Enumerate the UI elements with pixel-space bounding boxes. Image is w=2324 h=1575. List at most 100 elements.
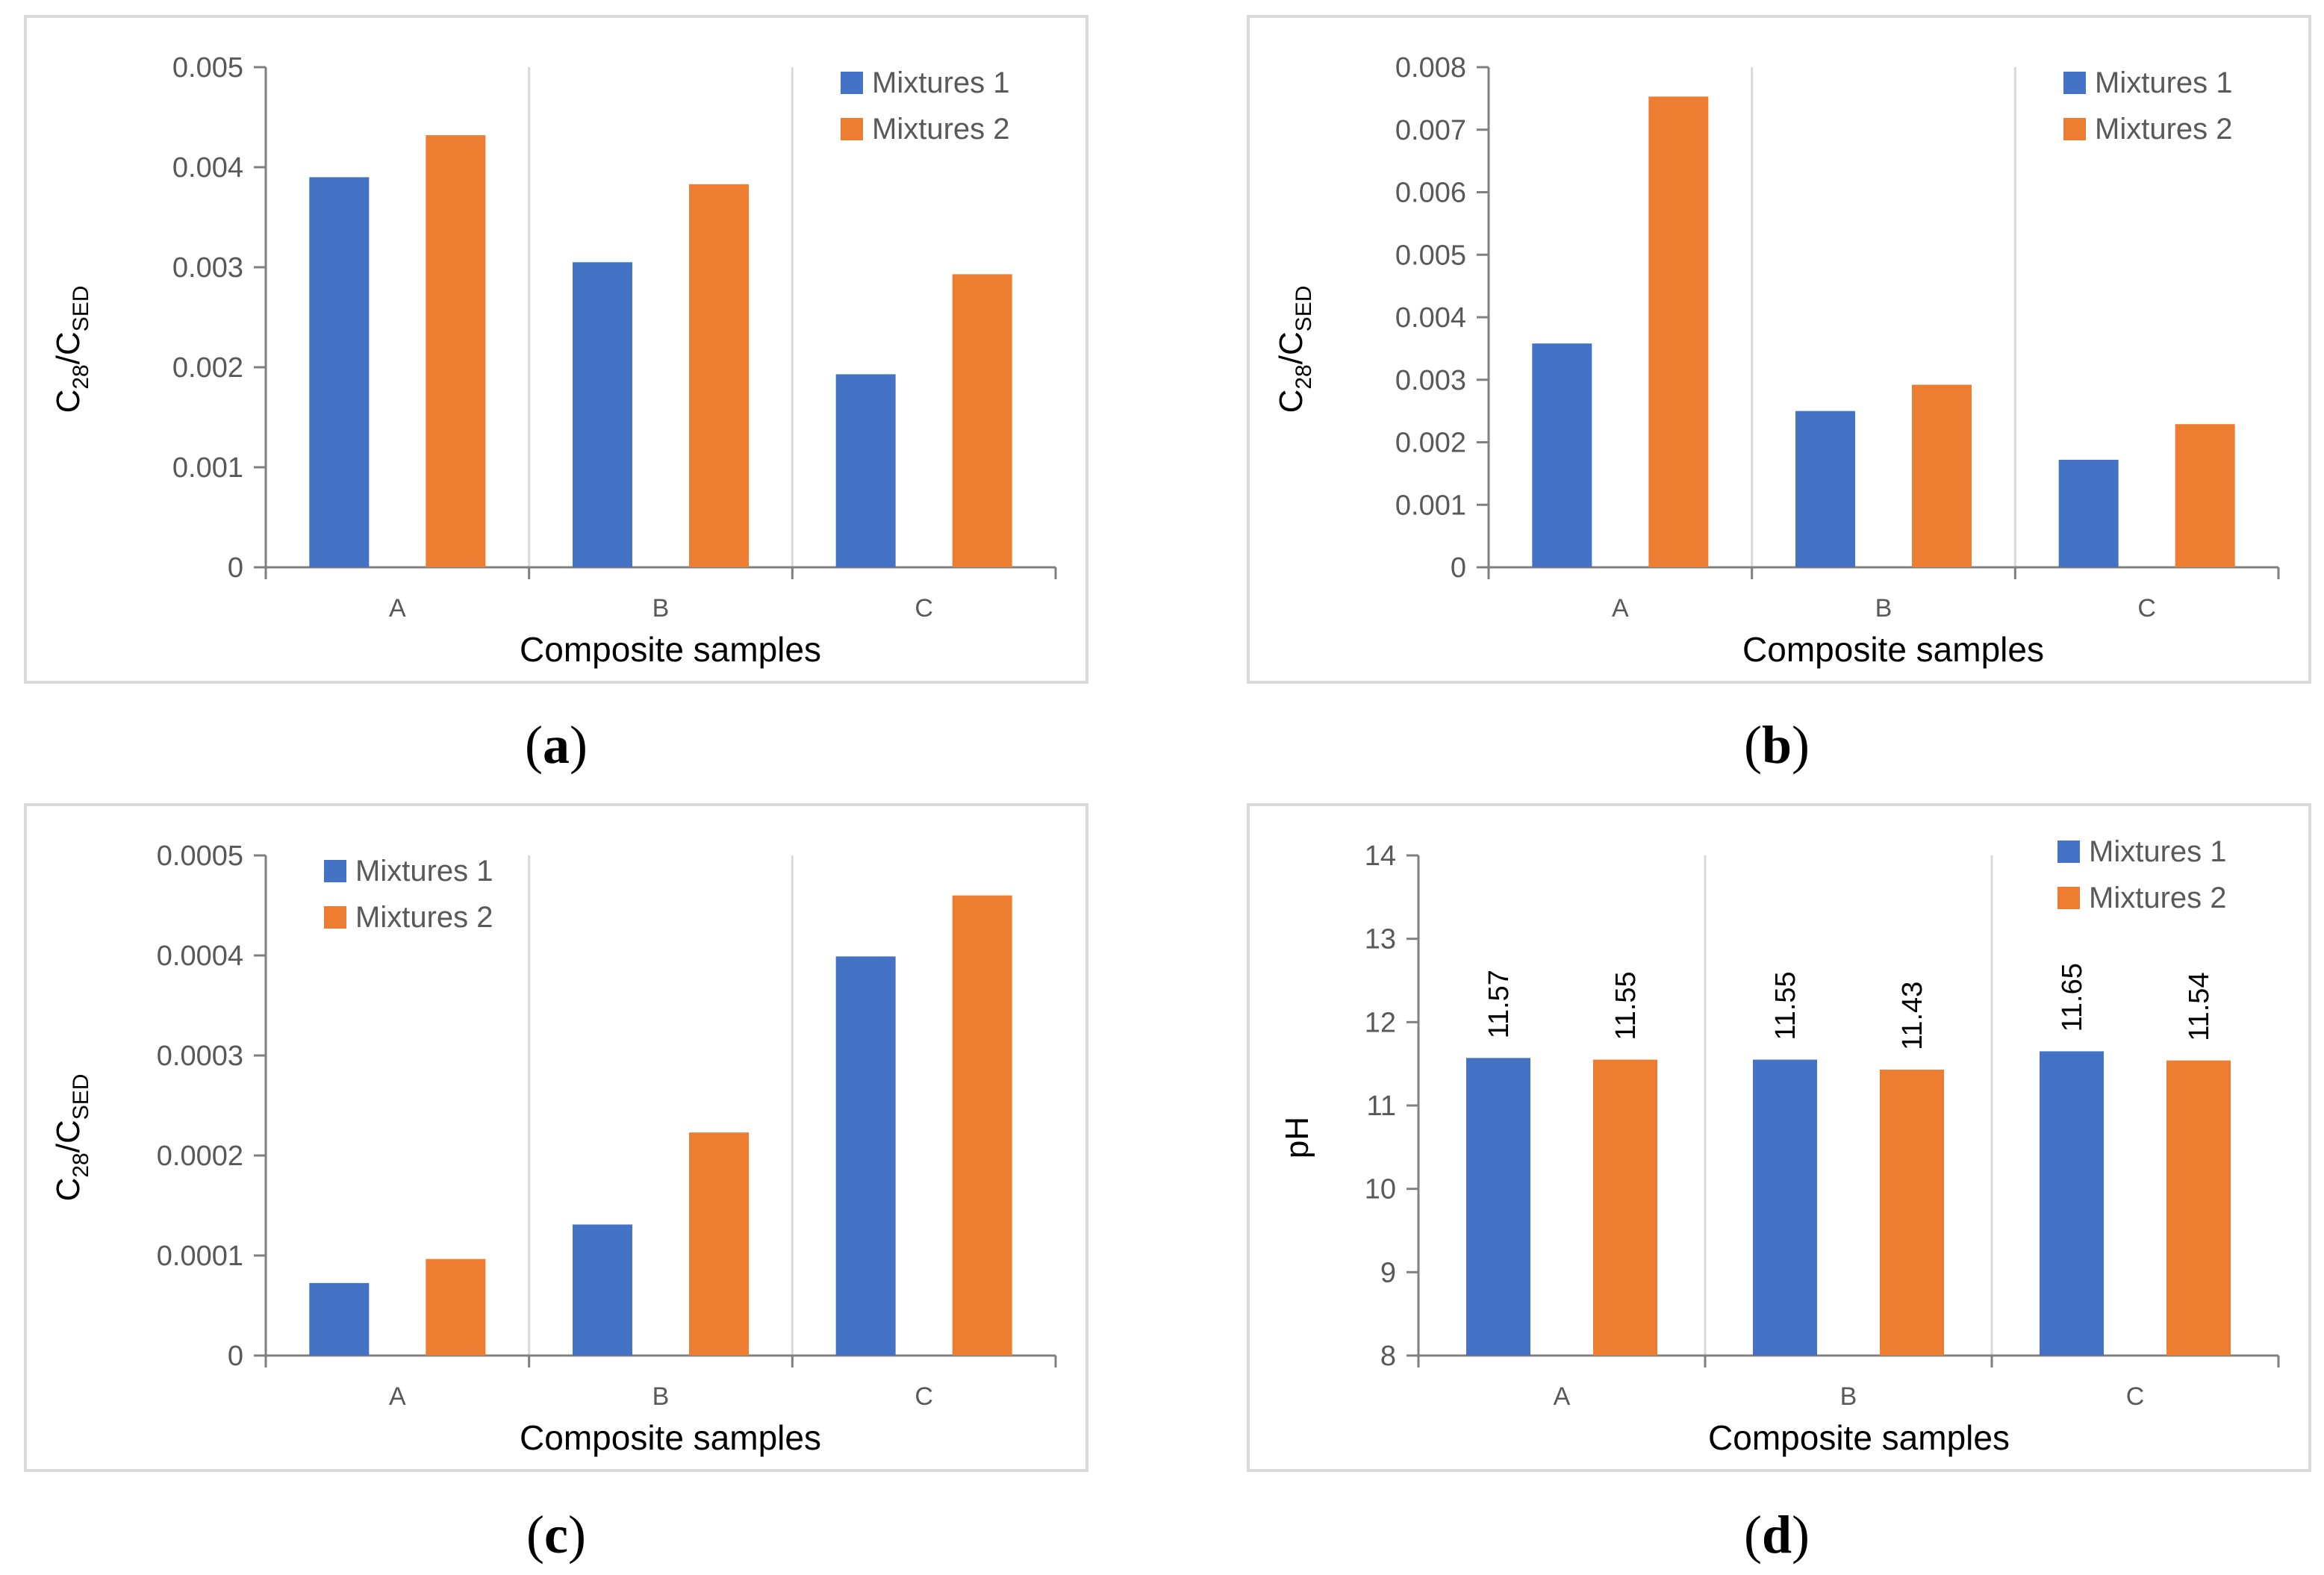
bar-a-series-2: [426, 135, 486, 567]
legend-swatch-series-1: [841, 72, 863, 94]
bar-b-series-2: [689, 1132, 749, 1356]
x-category-label: B: [1875, 594, 1892, 623]
x-category-label: B: [652, 1382, 670, 1411]
bar-c-series-2: [952, 274, 1012, 567]
x-category-label: A: [1612, 594, 1629, 623]
bar-c-series-2: [952, 895, 1012, 1356]
y-tick-label: 14: [1365, 840, 1396, 872]
legend-swatch-series-2: [2063, 118, 2086, 140]
bar-a-series-1: [1466, 1058, 1530, 1356]
bar-a-series-1: [309, 177, 370, 567]
data-label: 11.54: [2184, 972, 2215, 1041]
chart-b-plot: C28/CSED Composite samples 0 0.001 0.002 0.…: [1273, 52, 2280, 669]
panel-caption-a: (a): [525, 715, 588, 775]
y-tick-label: 0.001: [1395, 490, 1466, 521]
data-label: 11.43: [1897, 982, 1928, 1050]
bar-a-series-2: [1593, 1059, 1657, 1356]
bar-b-series-1: [1753, 1059, 1817, 1356]
legend-swatch-series-2: [841, 118, 863, 140]
bar-c-series-1: [835, 374, 896, 567]
bar-a-series-2: [426, 1259, 486, 1356]
legend-swatch-series-1: [324, 860, 346, 882]
y-tick-label: 0.004: [1395, 302, 1466, 334]
data-label: 11.65: [2057, 963, 2088, 1032]
bar-b-series-2: [1912, 384, 1972, 567]
chart-panel-d: pH Composite samples 8 9 10 11 12 13 14 A B C 11.5…: [1247, 803, 2311, 1472]
x-category-label: A: [389, 1382, 406, 1411]
chart-panel-c: C28/CSED Composite samples 0 0.0001 0.0002…: [24, 803, 1088, 1472]
bar-c-series-1: [2040, 1051, 2104, 1356]
bar-b-series-1: [573, 1224, 632, 1356]
bar-c-series-2: [2166, 1060, 2231, 1356]
panel-caption-c: (c): [526, 1505, 586, 1565]
bar-c-series-1: [835, 956, 896, 1356]
bar-b-series-2: [1880, 1069, 1944, 1356]
y-tick-label: 9: [1380, 1257, 1396, 1288]
x-axis-label: Composite samples: [1742, 630, 2044, 669]
x-category-label: C: [915, 594, 933, 623]
bar-a-series-2: [1648, 96, 1709, 568]
y-tick-label: 0.0002: [157, 1141, 243, 1172]
legend-swatch-series-1: [2063, 72, 2086, 94]
chart-a-plot: C28/CSED Composite samples 0 0.001 0.002 0.…: [50, 52, 1057, 669]
data-label: 11.55: [1770, 971, 1801, 1040]
legend-label-series-2: Mixtures 2: [2089, 882, 2227, 914]
legend-label-series-1: Mixtures 1: [355, 855, 493, 888]
y-tick-label: 0.008: [1395, 52, 1466, 84]
y-tick-label: 13: [1365, 924, 1396, 955]
y-tick-label: 0.006: [1395, 178, 1466, 209]
legend-swatch-series-2: [324, 906, 346, 929]
bar-b-series-2: [689, 184, 749, 567]
y-tick-label: 0.005: [172, 52, 243, 84]
y-tick-label: 0.0001: [157, 1241, 243, 1272]
y-tick-label: 0.003: [1395, 365, 1466, 396]
y-tick-label: 0.0004: [157, 941, 243, 972]
bar-c-series-1: [2058, 459, 2119, 567]
x-category-label: B: [652, 594, 670, 623]
y-tick-label: 0.002: [1395, 428, 1466, 459]
y-axis-label: pH: [1279, 1117, 1315, 1158]
chart-c-plot: C28/CSED Composite samples 0 0.0001 0.0002…: [50, 840, 1057, 1457]
legend-label-series-1: Mixtures 1: [872, 66, 1010, 99]
y-tick-label: 0.001: [172, 452, 243, 484]
legend-label-series-2: Mixtures 2: [2095, 113, 2233, 146]
legend-label-series-1: Mixtures 1: [2095, 66, 2233, 99]
bar-b-series-1: [1795, 411, 1855, 567]
x-category-label: C: [2137, 594, 2156, 623]
legend-label-series-2: Mixtures 2: [872, 113, 1010, 146]
y-tick-label: 0.0005: [157, 840, 243, 872]
y-tick-label: 0.007: [1395, 115, 1466, 146]
y-tick-label: 10: [1365, 1174, 1396, 1206]
chart-d-plot: pH Composite samples 8 9 10 11 12 13 14 A B C 11.5…: [1279, 835, 2280, 1457]
chart-panel-a: C28/CSED Composite samples 0 0.001 0.002 0.…: [24, 15, 1088, 684]
x-category-label: A: [389, 594, 406, 623]
y-tick-label: 8: [1380, 1341, 1396, 1372]
x-category-label: C: [2126, 1382, 2145, 1411]
y-tick-label: 0: [228, 552, 243, 584]
bar-a-series-1: [1532, 343, 1592, 567]
y-tick-label: 0: [228, 1341, 243, 1372]
bar-a-series-1: [309, 1282, 370, 1356]
y-tick-label: 0.002: [172, 352, 243, 384]
legend-swatch-series-1: [2057, 840, 2080, 863]
y-tick-label: 11: [1367, 1091, 1396, 1122]
legend-label-series-2: Mixtures 2: [355, 901, 493, 934]
legend-swatch-series-2: [2057, 887, 2080, 909]
y-axis-label: C28/CSED: [50, 1074, 93, 1202]
x-axis-label: Composite samples: [1708, 1418, 2010, 1457]
y-axis-label: C28/CSED: [1273, 286, 1316, 414]
bar-c-series-2: [2175, 424, 2235, 567]
y-tick-label: 12: [1365, 1007, 1396, 1038]
data-label: 11.55: [1610, 971, 1642, 1040]
bar-b-series-1: [573, 262, 632, 567]
panel-caption-b: (b): [1743, 715, 1810, 775]
x-axis-label: Composite samples: [520, 630, 821, 669]
data-label: 11.57: [1483, 970, 1515, 1038]
x-axis-label: Composite samples: [520, 1418, 821, 1457]
y-tick-label: 0.004: [172, 152, 243, 184]
legend-label-series-1: Mixtures 1: [2089, 835, 2227, 868]
panel-caption-d: (d): [1743, 1505, 1810, 1565]
x-category-label: B: [1840, 1382, 1857, 1411]
y-tick-label: 0.003: [172, 252, 243, 284]
